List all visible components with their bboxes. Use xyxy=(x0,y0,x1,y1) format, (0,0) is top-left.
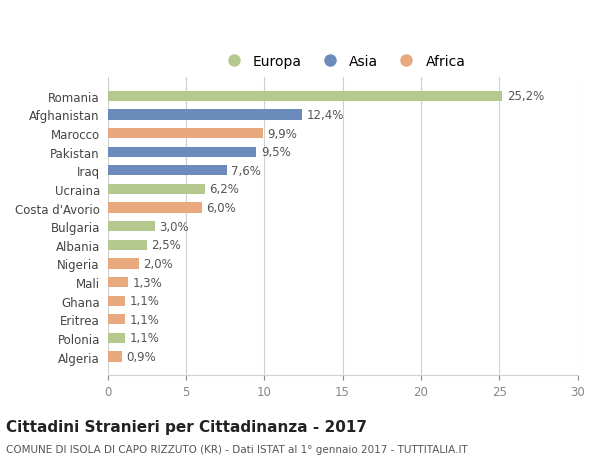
Bar xyxy=(107,296,125,306)
Bar xyxy=(107,129,263,139)
Text: Cittadini Stranieri per Cittadinanza - 2017: Cittadini Stranieri per Cittadinanza - 2… xyxy=(6,419,367,434)
Text: 25,2%: 25,2% xyxy=(507,90,544,103)
Text: 6,2%: 6,2% xyxy=(209,183,239,196)
Text: 2,5%: 2,5% xyxy=(151,239,181,252)
Text: 2,0%: 2,0% xyxy=(143,257,173,270)
Bar xyxy=(107,166,227,176)
Text: 9,5%: 9,5% xyxy=(261,146,291,159)
Text: 0,9%: 0,9% xyxy=(127,350,156,364)
Text: COMUNE DI ISOLA DI CAPO RIZZUTO (KR) - Dati ISTAT al 1° gennaio 2017 - TUTTITALI: COMUNE DI ISOLA DI CAPO RIZZUTO (KR) - D… xyxy=(6,444,468,454)
Legend: Europa, Asia, Africa: Europa, Asia, Africa xyxy=(214,49,471,74)
Bar xyxy=(107,277,128,288)
Bar xyxy=(107,91,502,102)
Text: 6,0%: 6,0% xyxy=(206,202,236,215)
Bar xyxy=(107,147,256,157)
Bar xyxy=(107,185,205,195)
Text: 3,0%: 3,0% xyxy=(159,220,189,233)
Text: 1,1%: 1,1% xyxy=(130,295,160,308)
Text: 1,3%: 1,3% xyxy=(133,276,163,289)
Bar xyxy=(107,333,125,343)
Bar xyxy=(107,222,155,232)
Text: 1,1%: 1,1% xyxy=(130,313,160,326)
Bar xyxy=(107,314,125,325)
Bar xyxy=(107,110,302,120)
Text: 1,1%: 1,1% xyxy=(130,332,160,345)
Bar xyxy=(107,203,202,213)
Text: 7,6%: 7,6% xyxy=(232,164,261,178)
Bar xyxy=(107,259,139,269)
Text: 12,4%: 12,4% xyxy=(307,109,344,122)
Bar xyxy=(107,240,146,251)
Bar xyxy=(107,352,122,362)
Text: 9,9%: 9,9% xyxy=(268,127,297,140)
